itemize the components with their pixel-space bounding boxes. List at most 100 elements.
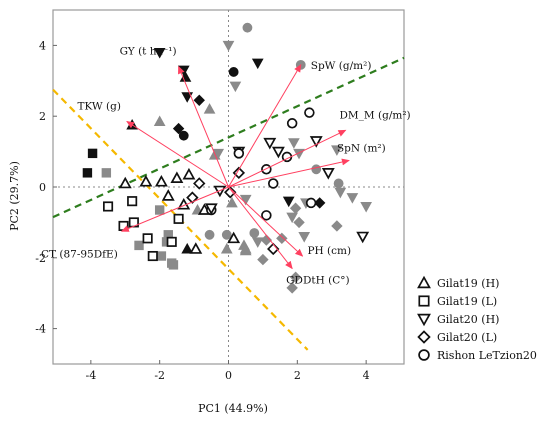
data-point-square [173,213,184,224]
data-point-triangle-down [286,212,299,224]
vector-label: SpW (g/m²) [311,60,372,72]
data-point-circle [178,130,189,141]
data-point-triangle-down [334,187,347,199]
loading-vector [228,129,347,188]
data-point-diamond [289,271,302,283]
y-tick-label: 0 [39,181,46,194]
data-point-triangle-down [346,193,359,204]
legend-marker-triangle-up [417,275,431,289]
data-point-triangle-down [356,231,370,244]
data-point-triangle-up [189,242,203,254]
data-point-triangle-up [226,196,238,208]
data-point-square [87,148,98,159]
data-point-square [167,258,177,268]
legend-label: Gilat19 (L) [437,295,497,308]
loading-vector [120,186,229,232]
data-point-circle [304,107,315,118]
data-point-circle [242,22,253,33]
data-point-square [101,168,112,178]
loading-vector [228,158,350,188]
loading-vector [228,186,304,257]
data-point-diamond [286,282,298,294]
data-point-triangle-down [239,194,252,206]
data-point-diamond [172,122,185,135]
data-point-circle [221,229,232,240]
data-point-square [134,240,144,251]
data-point-circle [286,118,298,129]
data-point-triangle-up [139,174,153,187]
data-point-triangle-up [154,174,168,187]
loading-vector [178,65,229,188]
legend-label: Gilat20 (L) [437,331,497,344]
data-point-circle [311,164,322,175]
data-point-triangle-down [181,92,194,103]
data-point-triangle-up [203,103,216,114]
data-point-square [147,250,158,262]
data-point-triangle-up [227,231,241,244]
data-point-diamond [186,191,199,204]
data-point-diamond [331,220,343,232]
data-point-circle [228,67,239,77]
loading-vector [228,64,302,188]
data-point-diamond [267,242,280,256]
data-point-square [166,236,177,247]
data-point-circle [305,197,317,209]
data-point-triangle-up [181,242,194,254]
vector-label: PH (cm) [307,245,351,257]
data-point-triangle-up [161,189,175,201]
legend-label: Gilat19 (H) [437,277,499,290]
data-point-triangle-up [170,171,184,183]
data-point-circle [249,228,260,238]
data-point-diamond [224,186,237,199]
y-tick-label: -4 [35,323,46,336]
vector-label: TKW (g) [77,101,121,113]
vector-label: SpN (m²) [337,142,386,154]
data-point-triangle-down [271,146,285,159]
legend-marker-triangle-down [417,313,431,327]
legend-label: Rishon LeTzion20 [437,349,537,362]
data-point-triangle-up [239,244,252,256]
data-point-triangle-down [251,58,264,70]
loading-vector [126,120,229,188]
data-point-square [142,233,153,244]
legend-marker-square [418,295,430,307]
x-tick-label: 2 [294,369,301,382]
green-dashed-separator [52,56,405,219]
x-tick-label: 4 [363,369,370,382]
data-point-triangle-down [282,196,295,208]
data-point-diamond [276,232,288,245]
vector-label: CT (87-95DfE) [41,248,118,260]
data-point-triangle-down [298,232,311,243]
data-point-triangle-down [288,138,300,149]
data-point-circle [261,164,272,175]
data-point-triangle-down [212,148,225,160]
y-tick-label: 4 [39,39,46,52]
vector-label: DM_M (g/m²) [340,109,411,121]
data-point-diamond [257,253,269,266]
data-point-triangle-down [331,145,343,156]
data-point-diamond [260,234,273,246]
vector-label: GDDtH (C°) [286,274,349,286]
x-tick-label: -4 [85,369,96,382]
data-point-circle [204,229,215,240]
data-point-circle [333,178,344,189]
data-point-triangle-down [251,237,264,248]
data-point-circle [267,178,279,189]
data-point-triangle-down [153,47,166,59]
data-point-triangle-down [204,203,218,215]
data-point-triangle-down [309,136,323,148]
x-tick-label: -2 [154,369,165,382]
data-point-circle [233,148,245,159]
data-point-triangle-down [229,81,242,93]
data-point-square [127,196,138,207]
data-point-square [82,168,93,178]
data-point-triangle-up [153,115,166,127]
x-axis-title: PC1 (44.9%) [198,402,268,415]
data-point-circle [261,210,272,221]
data-point-diamond [193,94,205,106]
data-point-triangle-down [321,167,335,180]
data-point-square [154,205,165,215]
y-tick-label: -2 [35,252,46,265]
